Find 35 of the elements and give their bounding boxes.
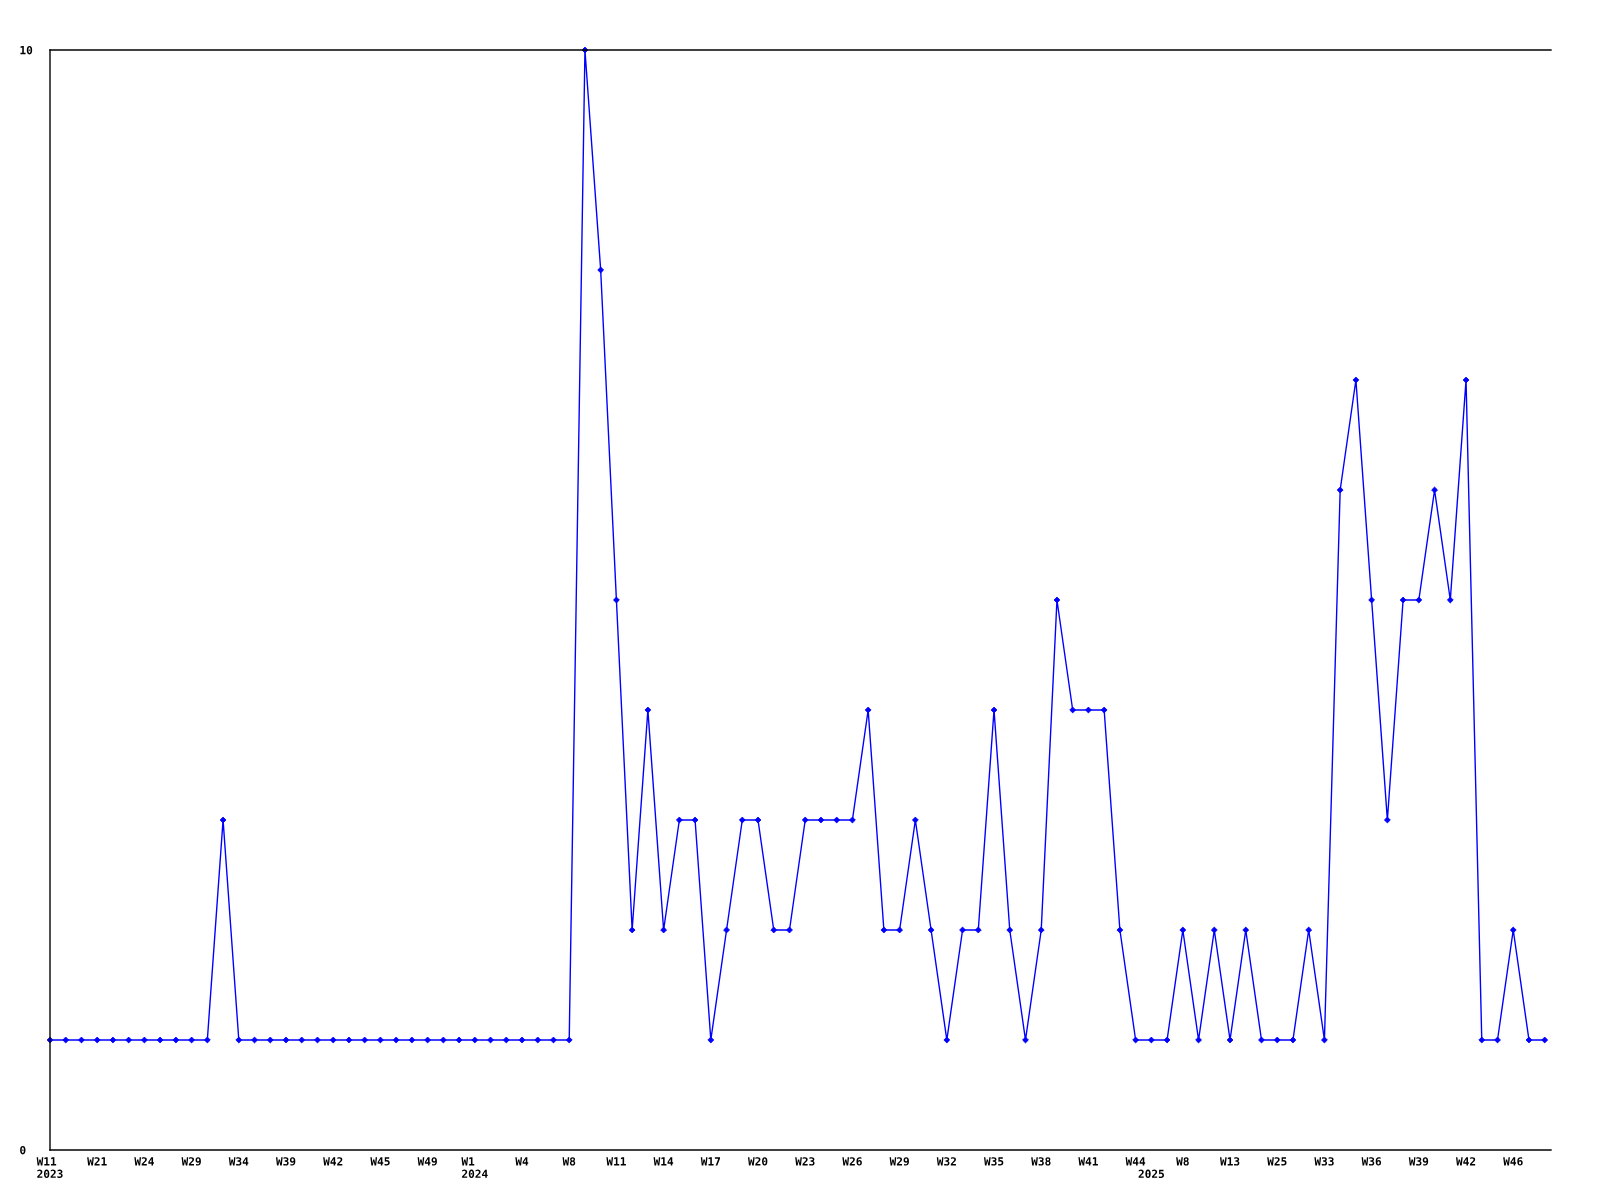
- x-tick-label: W14: [653, 1157, 674, 1166]
- x-tick-label: W17: [700, 1157, 721, 1166]
- x-tick-label: W8: [562, 1157, 576, 1166]
- x-tick-label: W4: [515, 1157, 529, 1166]
- x-tick-label: W45: [370, 1157, 390, 1166]
- x-tick-label: W29: [889, 1157, 909, 1166]
- x-tick-label: W42: [1456, 1157, 1476, 1166]
- x-tick-label: W33: [1314, 1157, 1334, 1166]
- x-tick-label: W26: [842, 1157, 862, 1166]
- x-tick-label: W34: [228, 1157, 249, 1166]
- x-tick-label: W13: [1220, 1157, 1240, 1166]
- x-tick-label: W38: [1031, 1157, 1051, 1166]
- x-tick-label: W29: [181, 1157, 201, 1166]
- y-tick-label: 10: [20, 45, 33, 55]
- x-tick-label: W25: [1267, 1157, 1287, 1166]
- x-tick-label: W24: [134, 1157, 154, 1166]
- x-tick-label: W36: [1361, 1157, 1382, 1166]
- x-tick-label: W44: [1125, 1157, 1146, 1166]
- x-tick-label: W1 2024: [461, 1157, 488, 1178]
- y-tick-label: 0: [20, 1145, 26, 1155]
- x-tick-label: 2025: [1138, 1169, 1164, 1178]
- x-tick-label: W11: [606, 1157, 626, 1166]
- x-tick-label: W23: [795, 1157, 815, 1166]
- x-tick-label: W11 2023: [36, 1157, 63, 1178]
- x-tick-label: W49: [417, 1157, 437, 1166]
- x-tick-label: W35: [983, 1157, 1004, 1166]
- x-tick-label: W41: [1078, 1157, 1098, 1166]
- x-tick-label: W32: [936, 1157, 956, 1166]
- x-tick-label: W42: [323, 1157, 343, 1166]
- x-tick-label: W21: [87, 1157, 107, 1166]
- x-tick-label: W39: [1408, 1157, 1429, 1166]
- x-tick-label: W46: [1503, 1157, 1523, 1166]
- x-tick-label: W8: [1176, 1157, 1189, 1166]
- x-tick-label: W20: [747, 1157, 768, 1166]
- x-tick-label: W39: [275, 1157, 296, 1166]
